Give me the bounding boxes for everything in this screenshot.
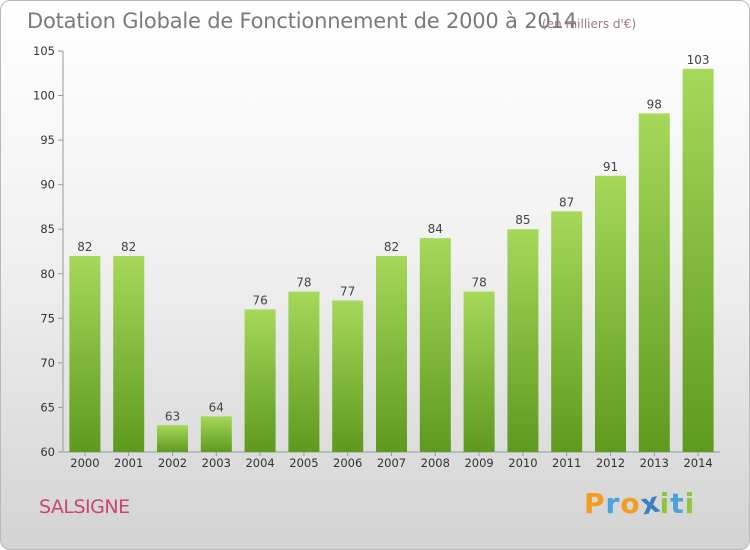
bar — [200, 416, 232, 452]
x-tick-label: 2010 — [508, 456, 537, 470]
x-tick-label: 2000 — [70, 456, 99, 470]
chart-unit: (en milliers d'€) — [542, 17, 637, 31]
bar-value-label: 77 — [340, 285, 355, 299]
x-tick-label: 2009 — [464, 456, 493, 470]
bar-value-label: 84 — [428, 222, 443, 236]
x-tick-label: 2002 — [158, 456, 187, 470]
bar-value-label: 76 — [252, 293, 267, 307]
y-tick-label: 105 — [33, 44, 55, 58]
y-tick-label: 80 — [40, 267, 55, 281]
logo-letter: r — [605, 487, 621, 520]
bar-value-label: 103 — [687, 53, 710, 67]
chart-title: Dotation Globale de Fonctionnement de 20… — [27, 9, 577, 33]
x-tick-label: 2004 — [245, 456, 274, 470]
y-tick-label: 90 — [40, 178, 55, 192]
y-tick-label: 65 — [40, 400, 55, 414]
y-tick-label: 75 — [40, 311, 55, 325]
bar-value-label: 82 — [77, 240, 92, 254]
y-tick-label: 95 — [40, 133, 55, 147]
x-tick-label: 2012 — [596, 456, 625, 470]
bar — [551, 211, 583, 452]
bar — [595, 175, 626, 452]
bar — [244, 309, 276, 452]
bar-value-label: 91 — [603, 160, 618, 174]
bar — [376, 255, 407, 452]
x-tick-label: 2007 — [377, 456, 406, 470]
bar-value-label: 98 — [647, 97, 662, 111]
x-tick-label: 2014 — [683, 456, 712, 470]
bar-value-label: 85 — [515, 213, 530, 227]
y-tick-label: 60 — [40, 445, 55, 459]
bar-value-label: 78 — [471, 276, 486, 290]
bar — [463, 291, 495, 452]
logo-letter: P — [584, 487, 606, 520]
bar-value-label: 82 — [384, 240, 399, 254]
bar — [157, 425, 188, 452]
x-tick-label: 2005 — [289, 456, 318, 470]
bar — [332, 300, 364, 452]
proxiti-logo: Proxiti — [584, 485, 696, 521]
bar — [113, 255, 145, 452]
bar-value-label: 63 — [165, 409, 180, 423]
logo-letter: i — [659, 487, 671, 520]
y-tick-label: 100 — [33, 89, 55, 103]
bar — [69, 255, 101, 452]
x-tick-label: 2011 — [552, 456, 581, 470]
logo-letter: t — [670, 487, 685, 520]
logo-letter: o — [620, 487, 641, 520]
bar — [419, 238, 451, 452]
commune-name: SALSIGNE — [39, 496, 130, 518]
x-tick-label: 2003 — [202, 456, 231, 470]
bar-value-label: 87 — [559, 195, 574, 209]
x-tick-label: 2006 — [333, 456, 362, 470]
x-tick-label: 2008 — [421, 456, 450, 470]
bar — [507, 229, 539, 452]
x-tick-label: 2013 — [640, 456, 669, 470]
logo-letter: i — [684, 487, 696, 520]
y-tick-label: 85 — [40, 222, 55, 236]
bar-value-label: 64 — [209, 400, 224, 414]
bar — [288, 291, 320, 452]
bar — [682, 68, 714, 453]
bar-value-label: 82 — [121, 240, 136, 254]
bar-value-label: 78 — [296, 276, 311, 290]
bar — [638, 113, 670, 452]
y-tick-label: 70 — [40, 356, 55, 370]
x-tick-label: 2001 — [114, 456, 143, 470]
